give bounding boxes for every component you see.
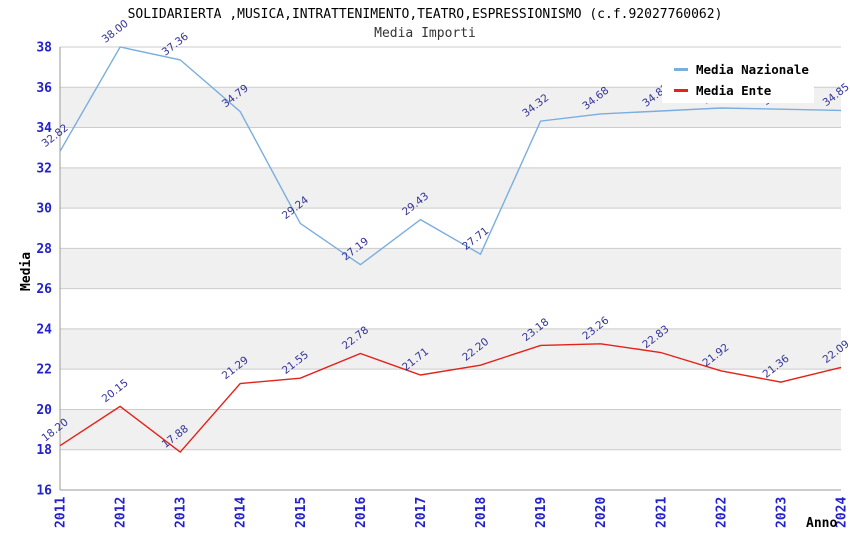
y-tick-label: 38 xyxy=(36,41,52,56)
x-tick-label: 2021 xyxy=(654,497,669,528)
x-tick-label: 2015 xyxy=(294,497,309,528)
x-tick-label: 2018 xyxy=(474,497,489,528)
y-tick-label: 36 xyxy=(36,81,52,96)
point-label: 37.36 xyxy=(160,30,191,58)
x-tick-label: 2019 xyxy=(534,497,549,528)
axis-title-x: Anno xyxy=(806,516,837,531)
legend-label-media-nazionale: Media Nazionale xyxy=(696,62,809,77)
y-tick-label: 26 xyxy=(36,282,52,297)
y-tick-label: 22 xyxy=(36,363,52,378)
y-tick-label: 18 xyxy=(36,443,52,458)
y-tick-label: 34 xyxy=(36,121,52,136)
x-tick-label: 2020 xyxy=(594,497,609,528)
x-tick-label: 2011 xyxy=(54,497,69,528)
legend: Media Nazionale Media Ente xyxy=(662,57,814,103)
x-tick-label: 2014 xyxy=(234,497,249,528)
x-tick-label: 2013 xyxy=(174,497,189,528)
point-label: 38.00 xyxy=(100,18,131,46)
legend-line-swatch-blue xyxy=(674,68,688,71)
chart-title: SOLIDARIERTA ,MUSICA,INTRATTENIMENTO,TEA… xyxy=(127,7,723,22)
axes xyxy=(59,47,841,491)
gridlines xyxy=(60,46,841,491)
legend-item-media-ente: Media Ente xyxy=(674,83,814,98)
x-axis-ticks: 2011 2012 2013 2014 2015 2016 2017 2018 2019 2020… xyxy=(54,497,850,528)
y-tick-label: 16 xyxy=(36,484,52,499)
legend-label-media-ente: Media Ente xyxy=(696,83,772,98)
x-tick-label: 2012 xyxy=(114,497,129,528)
x-tick-label: 2016 xyxy=(354,497,369,528)
chart-subtitle: Media Importi xyxy=(374,26,476,41)
plot-bands xyxy=(60,87,841,450)
y-tick-label: 20 xyxy=(36,403,52,418)
y-tick-label: 30 xyxy=(36,202,52,217)
y-tick-label: 32 xyxy=(36,161,52,176)
point-label: 20.15 xyxy=(100,377,131,405)
y-tick-label: 28 xyxy=(36,242,52,257)
x-tick-label: 2017 xyxy=(414,497,429,528)
legend-item-media-nazionale: Media Nazionale xyxy=(674,62,814,77)
y-axis-ticks: 16 18 20 22 24 26 28 30 32 34 36 38 xyxy=(36,41,52,499)
y-tick-label: 24 xyxy=(36,322,52,337)
x-tick-label: 2024 xyxy=(835,497,850,528)
x-tick-label: 2022 xyxy=(714,497,729,528)
axis-title-y: Media xyxy=(19,252,34,291)
legend-line-swatch-red xyxy=(674,89,688,92)
series-line-0 xyxy=(59,46,842,266)
x-tick-label: 2023 xyxy=(774,497,789,528)
series-line-1 xyxy=(59,343,842,454)
